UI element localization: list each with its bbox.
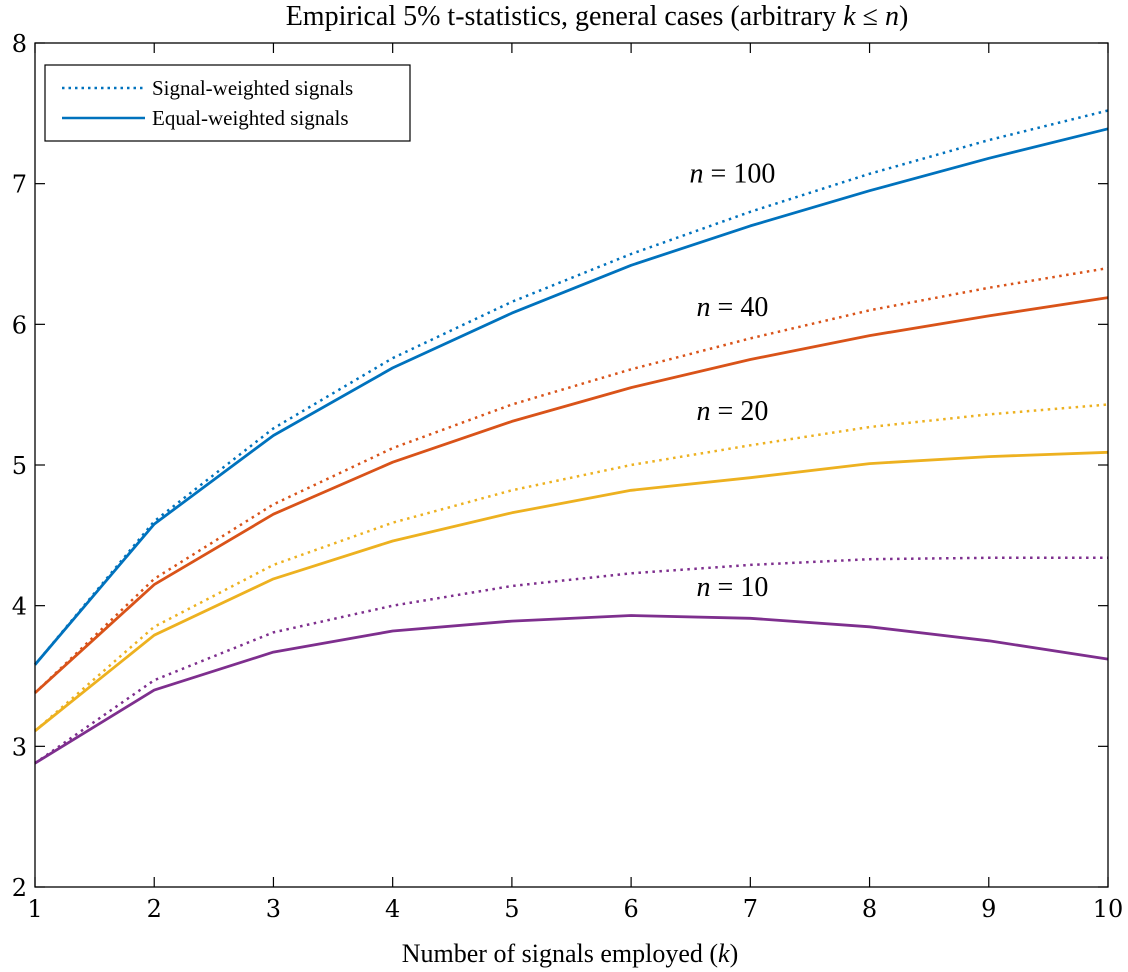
legend-box — [44, 64, 411, 142]
chart-title: Empirical 5% t-statistics, general cases… — [286, 1, 909, 32]
x-tick-label: 9 — [981, 895, 996, 923]
y-tick-label: 4 — [12, 593, 27, 621]
y-tick-label: 7 — [12, 171, 27, 199]
x-tick-label: 2 — [147, 895, 162, 923]
x-tick-label: 6 — [623, 895, 638, 923]
x-tick-label: 4 — [385, 895, 400, 923]
series-line-n10-solid — [34, 614, 1109, 765]
y-tick-label: 6 — [12, 311, 27, 339]
series-line-n40-dotted — [34, 266, 1109, 694]
legend-item-equal-weighted: Equal-weighted signals — [152, 106, 349, 130]
annotation-n-10: n = 10 — [697, 572, 769, 603]
annotation-n-20: n = 20 — [697, 396, 769, 427]
y-tick-label: 8 — [12, 30, 27, 58]
x-tick-label: 3 — [266, 895, 281, 923]
legend: Signal-weighted signals Equal-weighted s… — [44, 64, 411, 142]
x-tick-label: 5 — [504, 895, 519, 923]
annotation-n-40: n = 40 — [697, 292, 769, 323]
plot-background — [35, 43, 1108, 887]
series-line-n40-solid — [34, 296, 1109, 694]
series-line-n20-solid — [34, 450, 1109, 732]
series-line-n100-solid — [33, 127, 1109, 666]
y-tick-label: 5 — [12, 452, 27, 480]
x-tick-label: 8 — [862, 895, 877, 923]
y-tick-label: 3 — [12, 733, 27, 761]
legend-item-signal-weighted: Signal-weighted signals — [152, 76, 353, 100]
x-tick-label: 7 — [743, 895, 758, 923]
x-tick-label: 1 — [27, 895, 42, 923]
annotation-n-100: n = 100 — [690, 158, 776, 189]
series-line-n20-dotted — [34, 403, 1109, 732]
x-axis-label: Number of signals employed (k) — [402, 939, 738, 968]
y-tick-label: 2 — [12, 874, 27, 902]
series-line-n100-dotted — [34, 109, 1109, 666]
x-tick-label: 10 — [1093, 895, 1124, 923]
